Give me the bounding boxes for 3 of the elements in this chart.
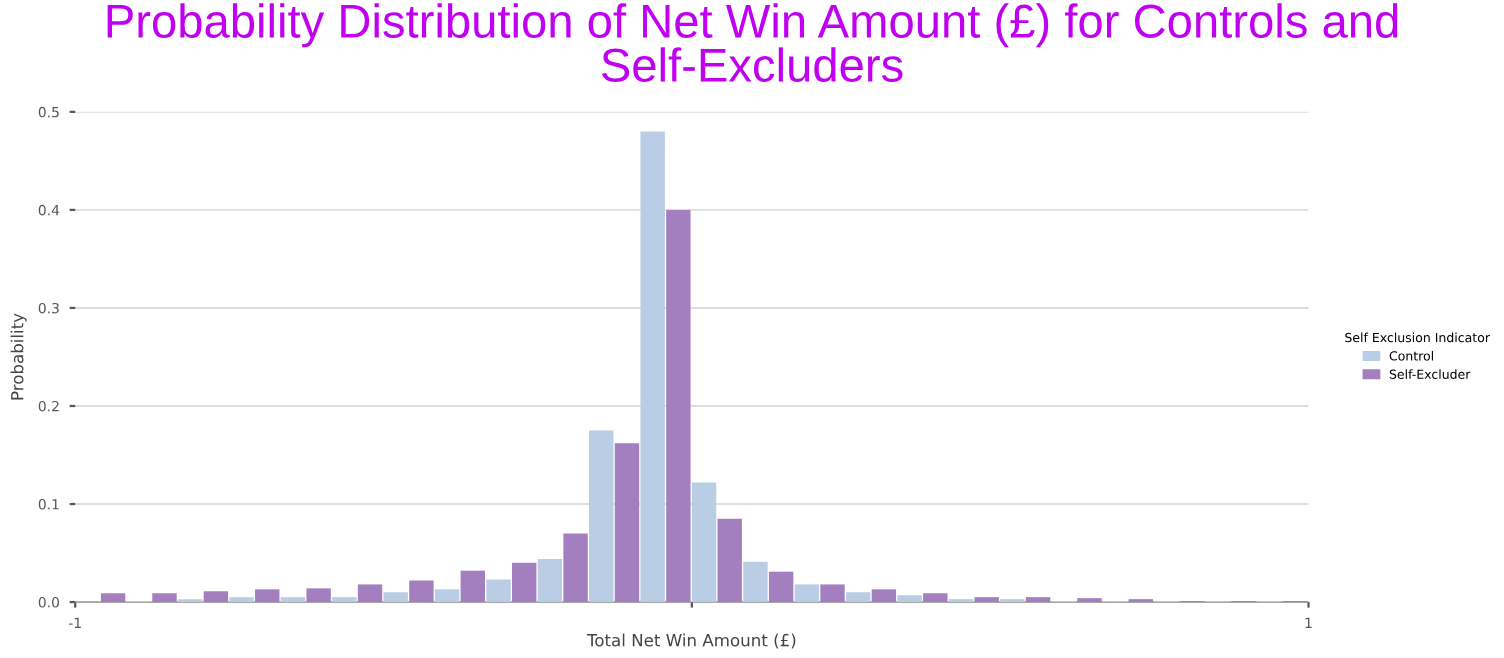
x-axis-title: Total Net Win Amount (£) xyxy=(586,633,796,649)
y-axis-title: Probability xyxy=(10,313,27,400)
chart-title: Probability Distribution of Net Win Amount (£) for Controls and Self-Excluders xyxy=(107,3,1398,82)
